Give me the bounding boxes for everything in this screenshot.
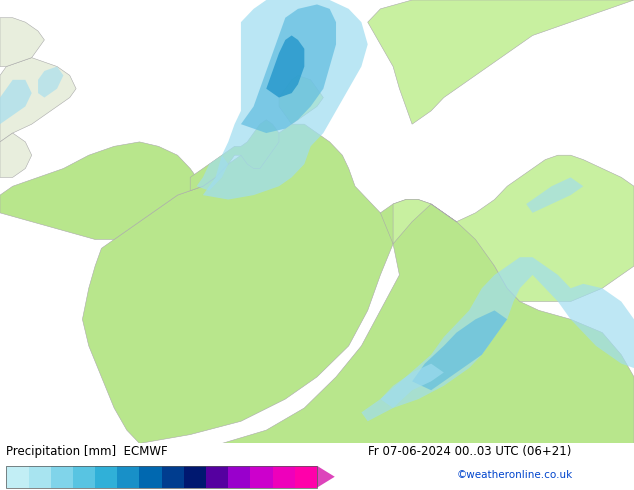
Bar (162, 466, 184, 488)
Polygon shape (203, 0, 368, 199)
Bar (139, 466, 162, 488)
Polygon shape (190, 120, 279, 191)
Polygon shape (197, 155, 228, 191)
Polygon shape (526, 177, 583, 213)
Text: Precipitation [mm]  ECMWF: Precipitation [mm] ECMWF (6, 445, 168, 458)
Polygon shape (0, 133, 32, 177)
Polygon shape (393, 155, 634, 301)
Bar (295, 466, 317, 488)
Polygon shape (38, 67, 63, 98)
Bar (184, 466, 206, 488)
Bar (250, 466, 273, 488)
Polygon shape (0, 80, 32, 124)
Bar (6, 466, 317, 488)
Bar (95, 466, 117, 488)
Polygon shape (0, 18, 44, 67)
Polygon shape (361, 257, 634, 421)
Polygon shape (82, 124, 399, 443)
Polygon shape (241, 4, 336, 133)
Bar (273, 466, 295, 488)
Polygon shape (0, 58, 76, 142)
Bar (206, 466, 228, 488)
Bar (29, 466, 51, 488)
Bar (73, 466, 95, 488)
Bar (51, 466, 73, 488)
Text: ©weatheronline.co.uk: ©weatheronline.co.uk (456, 470, 573, 481)
Bar (228, 466, 250, 488)
Polygon shape (380, 364, 444, 408)
Polygon shape (368, 0, 634, 124)
Polygon shape (279, 75, 323, 124)
Text: Fr 07-06-2024 00..03 UTC (06+21): Fr 07-06-2024 00..03 UTC (06+21) (368, 445, 571, 458)
Polygon shape (266, 35, 304, 98)
Polygon shape (412, 311, 507, 390)
Bar (6, 466, 29, 488)
Polygon shape (317, 466, 335, 488)
Bar (117, 466, 139, 488)
Polygon shape (0, 142, 203, 240)
Polygon shape (222, 199, 634, 443)
